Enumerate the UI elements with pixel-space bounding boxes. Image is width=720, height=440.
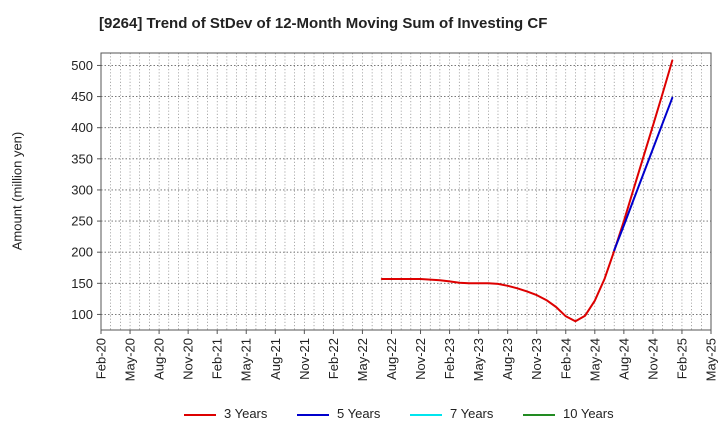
x-tick-label: May-24 [587,338,602,381]
legend-swatch-5-years [297,414,329,416]
y-tick-label: 350 [71,151,93,166]
x-tick-label: Aug-24 [616,338,631,380]
y-tick-label: 100 [71,307,93,322]
legend-swatch-3-years [184,414,216,416]
x-tick-label: Nov-22 [413,338,428,380]
chart-title: [9264] Trend of StDev of 12-Month Moving… [99,15,548,32]
series-layer [380,59,674,323]
x-tick-label: Nov-24 [645,338,660,380]
y-tick-label: 250 [71,214,93,229]
x-tick-label: May-23 [471,338,486,381]
legend-label-7-years: 7 Years [450,406,494,421]
x-tick-label: Nov-23 [529,338,544,380]
x-tick-label: Aug-20 [152,338,167,380]
series-line-5-years [613,96,674,252]
x-tick-label: Feb-21 [210,338,225,379]
x-tick-label: Aug-21 [268,338,283,380]
x-tick-label: Feb-24 [558,338,573,379]
x-tick-label: Feb-22 [326,338,341,379]
x-tick-layer: Feb-20 May-20 Aug-20 Nov-20 Feb-21 May-21 Aug-… [94,330,719,381]
x-tick-label: Aug-23 [500,338,515,380]
legend-label-10-years: 10 Years [563,406,614,421]
y-tick-label: 300 [71,182,93,197]
x-tick-label: Aug-22 [384,338,399,380]
y-tick-label: 150 [71,276,93,291]
y-tick-label: 400 [71,120,93,135]
legend: 3 Years 5 Years 7 Years 10 Years [0,405,720,427]
y-tick-label: 450 [71,89,93,104]
x-tick-label: Feb-20 [94,338,109,379]
plot-frame [100,52,712,331]
x-tick-label: May-25 [704,338,719,381]
y-tick-label: 200 [71,245,93,260]
y-tick-layer: 100 150 200 250 300 350 400 450 500 [71,58,101,322]
x-tick-label: Nov-21 [297,338,312,380]
x-tick-label: May-21 [239,338,254,381]
x-tick-label: May-22 [355,338,370,381]
legend-label-5-years: 5 Years [337,406,381,421]
legend-swatch-10-years [523,414,555,416]
legend-swatch-7-years [410,414,442,416]
x-tick-label: May-20 [123,338,138,381]
legend-label-3-years: 3 Years [224,406,268,421]
x-tick-label: Nov-20 [181,338,196,380]
x-tick-label: Feb-23 [442,338,457,379]
grid-layer [101,53,711,330]
y-tick-label: 500 [71,58,93,73]
x-tick-label: Feb-25 [674,338,689,379]
series-line-3-years [380,59,674,323]
